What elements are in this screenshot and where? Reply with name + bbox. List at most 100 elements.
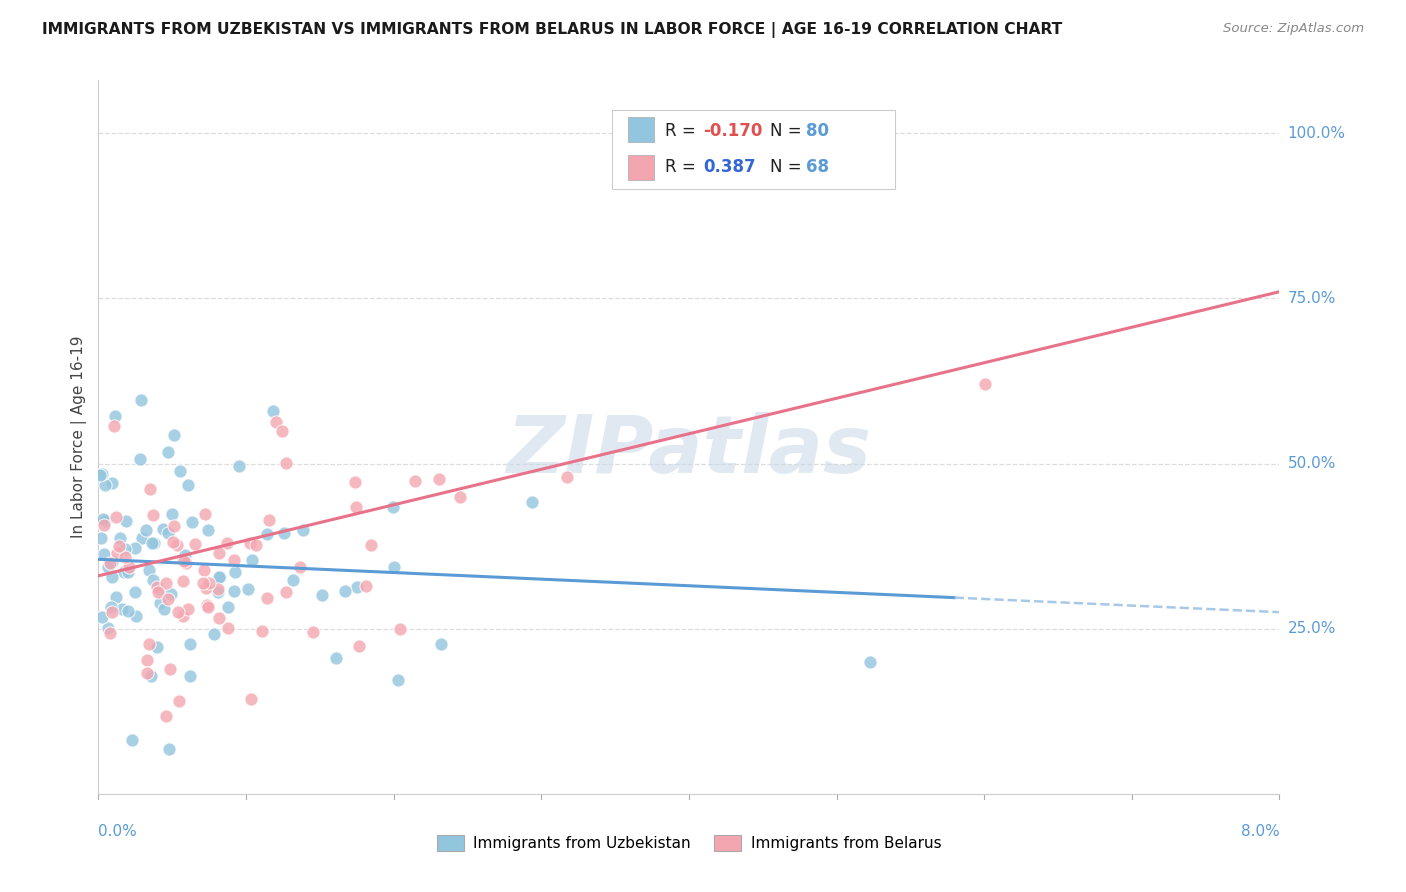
Text: 75.0%: 75.0% [1288, 291, 1336, 306]
Point [347, 639, 370, 653]
Point [974, 376, 997, 391]
Point [404, 474, 426, 488]
FancyBboxPatch shape [628, 155, 654, 180]
Text: Source: ZipAtlas.com: Source: ZipAtlas.com [1223, 22, 1364, 36]
Point [108, 539, 131, 553]
Point [91, 467, 114, 481]
Point [208, 570, 231, 584]
Point [292, 523, 315, 537]
Point [117, 566, 139, 580]
Point [194, 508, 217, 522]
Text: ZIPatlas: ZIPatlas [506, 412, 872, 491]
Point [93, 518, 115, 533]
Text: 0.387: 0.387 [703, 159, 755, 177]
Point [136, 666, 159, 681]
Legend: Immigrants from Uzbekistan, Immigrants from Belarus: Immigrants from Uzbekistan, Immigrants f… [430, 829, 948, 857]
Point [138, 563, 160, 577]
Point [346, 580, 368, 594]
Point [264, 415, 287, 429]
Point [169, 464, 191, 478]
Point [101, 475, 124, 490]
Point [117, 604, 139, 618]
Point [239, 536, 262, 550]
Point [91, 512, 114, 526]
Text: 50.0%: 50.0% [1288, 456, 1336, 471]
Point [302, 624, 325, 639]
Point [207, 585, 229, 599]
Point [207, 582, 229, 596]
Point [325, 651, 347, 665]
Point [197, 600, 219, 615]
Point [100, 570, 122, 584]
Point [90, 610, 112, 624]
Point [250, 624, 273, 639]
Point [333, 584, 356, 599]
Point [98, 557, 121, 571]
Point [224, 583, 246, 598]
Point [449, 490, 471, 504]
Point [156, 526, 179, 541]
Point [382, 560, 405, 574]
Point [245, 538, 267, 552]
Point [195, 599, 218, 613]
Point [145, 580, 167, 594]
Point [100, 600, 122, 615]
Point [208, 570, 231, 584]
Point [115, 514, 138, 528]
Point [152, 522, 174, 536]
Text: -0.170: -0.170 [703, 122, 762, 140]
Point [522, 495, 544, 509]
Text: 100.0%: 100.0% [1288, 126, 1346, 141]
Point [177, 602, 200, 616]
Point [217, 621, 239, 635]
Point [135, 523, 157, 537]
Point [555, 470, 578, 484]
Point [224, 553, 246, 567]
Point [281, 574, 304, 588]
Point [427, 472, 450, 486]
Point [142, 536, 165, 550]
Point [141, 536, 163, 550]
Point [274, 457, 297, 471]
Point [240, 553, 263, 567]
Point [163, 519, 186, 533]
Point [290, 560, 312, 574]
Point [139, 482, 162, 496]
Point [166, 605, 188, 619]
Point [105, 591, 128, 605]
Text: R =: R = [665, 122, 702, 140]
Point [104, 409, 127, 424]
Point [159, 742, 181, 756]
Point [240, 692, 263, 706]
Point [193, 575, 215, 590]
Point [129, 451, 152, 466]
Point [344, 500, 367, 514]
Text: N =: N = [770, 159, 807, 177]
Text: 68: 68 [806, 159, 828, 177]
Text: N =: N = [770, 122, 807, 140]
Point [197, 523, 219, 537]
Point [114, 542, 136, 557]
Y-axis label: In Labor Force | Age 16-19: In Labor Force | Age 16-19 [72, 335, 87, 539]
Point [125, 608, 148, 623]
Text: IMMIGRANTS FROM UZBEKISTAN VS IMMIGRANTS FROM BELARUS IN LABOR FORCE | AGE 16-19: IMMIGRANTS FROM UZBEKISTAN VS IMMIGRANTS… [42, 22, 1063, 38]
Point [131, 531, 153, 545]
Point [138, 637, 160, 651]
Point [97, 560, 120, 574]
Point [172, 609, 194, 624]
Text: 0.0%: 0.0% [98, 824, 138, 839]
Point [142, 574, 165, 588]
Text: 25.0%: 25.0% [1288, 621, 1336, 636]
Point [173, 554, 195, 568]
Point [273, 526, 295, 541]
Point [228, 458, 250, 473]
Text: 80: 80 [806, 122, 828, 140]
Text: R =: R = [665, 159, 702, 177]
Point [360, 538, 382, 552]
Point [859, 656, 882, 670]
Point [89, 468, 111, 483]
Point [121, 733, 143, 747]
Point [149, 596, 172, 610]
Point [256, 526, 278, 541]
Point [93, 547, 115, 561]
